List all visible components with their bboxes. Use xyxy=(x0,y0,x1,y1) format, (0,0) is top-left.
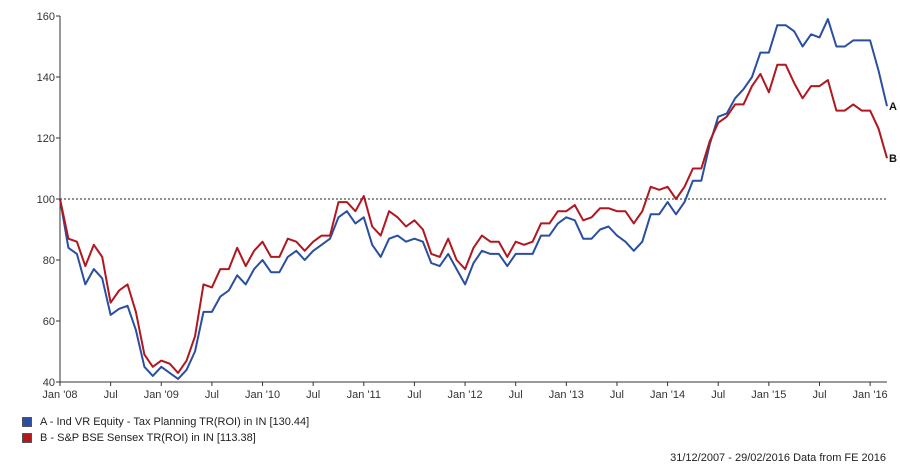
y-tick-label: 40 xyxy=(43,377,55,389)
x-tick-label: Jul xyxy=(509,389,523,401)
series-line-a xyxy=(59,18,888,380)
series-end-label-b: B xyxy=(889,153,897,165)
y-tick-label: 160 xyxy=(37,11,55,23)
x-tick-label: Jan '15 xyxy=(751,389,786,401)
x-tick-label: Jul xyxy=(812,389,826,401)
x-tick-label: Jan '08 xyxy=(42,389,77,401)
legend-item-a: A - Ind VR Equity - Tax Planning TR(ROI)… xyxy=(22,414,309,430)
legend-item-b: B - S&P BSE Sensex TR(ROI) in IN [113.38… xyxy=(22,430,309,446)
x-tick-label: Jan '09 xyxy=(144,389,179,401)
y-tick-label: 80 xyxy=(43,255,55,267)
x-tick-label: Jan '14 xyxy=(650,389,685,401)
y-tick-label: 100 xyxy=(37,194,55,206)
x-tick-label: Jan '13 xyxy=(549,389,584,401)
x-tick-label: Jul xyxy=(407,389,421,401)
legend-swatch-b xyxy=(22,433,32,443)
x-tick-label: Jul xyxy=(610,389,624,401)
y-tick-label: 120 xyxy=(37,133,55,145)
x-tick-label: Jul xyxy=(711,389,725,401)
legend-label-a: A - Ind VR Equity - Tax Planning TR(ROI)… xyxy=(40,416,310,428)
x-tick-label: Jan '10 xyxy=(245,389,280,401)
legend: A - Ind VR Equity - Tax Planning TR(ROI)… xyxy=(22,414,309,446)
x-tick-label: Jan '16 xyxy=(853,389,888,401)
data-source-footer: 31/12/2007 - 29/02/2016 Data from FE 201… xyxy=(670,452,886,464)
y-tick-label: 60 xyxy=(43,316,55,328)
x-tick-label: Jan '11 xyxy=(347,389,381,401)
legend-swatch-a xyxy=(22,417,32,427)
x-tick-label: Jul xyxy=(205,389,219,401)
y-tick-label: 140 xyxy=(37,72,55,84)
series-end-label-a: A xyxy=(889,101,897,113)
series-line-b xyxy=(59,63,888,374)
x-tick-label: Jan '12 xyxy=(447,389,482,401)
x-tick-label: Jul xyxy=(104,389,118,401)
legend-label-b: B - S&P BSE Sensex TR(ROI) in IN [113.38… xyxy=(40,432,256,444)
x-tick-label: Jul xyxy=(306,389,320,401)
performance-chart: 40 60 80 100 120 140 160 Jan '08 Jul Jan '09 Jul J… xyxy=(37,11,897,401)
